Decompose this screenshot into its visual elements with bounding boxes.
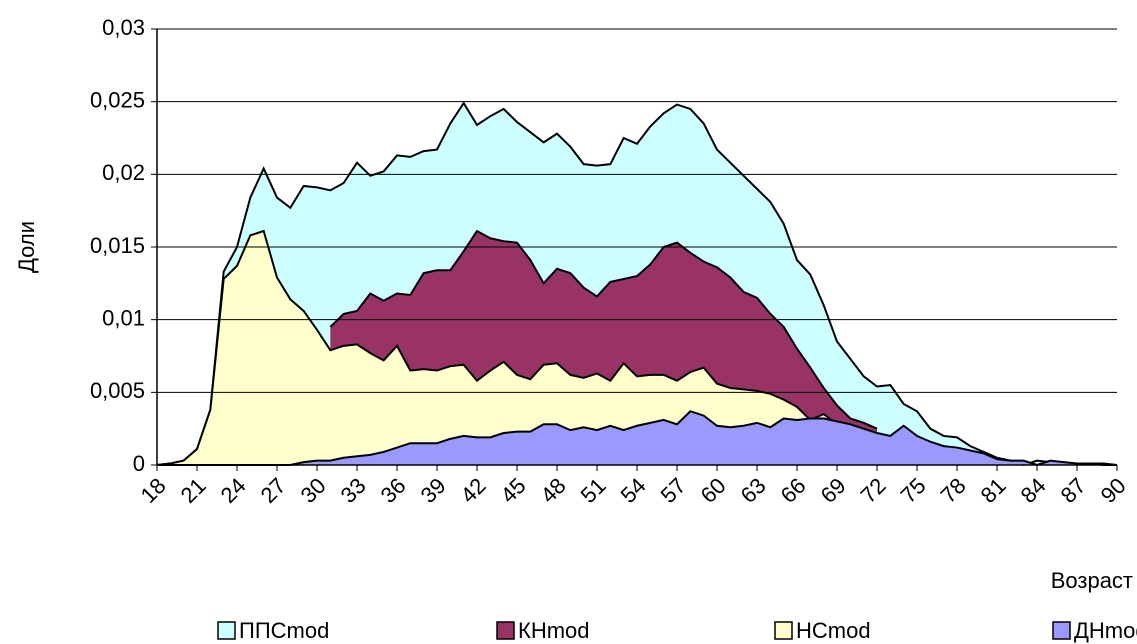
y-tick-label: 0,01 bbox=[102, 305, 145, 330]
legend-label: ДНmod bbox=[1074, 618, 1137, 643]
y-tick-label: 0,015 bbox=[90, 233, 145, 258]
x-tick-label: 54 bbox=[616, 473, 651, 508]
area-outline bbox=[157, 410, 1118, 467]
x-tick-label: 30 bbox=[296, 473, 331, 508]
x-tick-label: 57 bbox=[656, 473, 691, 508]
x-tick-label: 18 bbox=[136, 473, 171, 508]
x-tick-label: 21 bbox=[176, 473, 211, 508]
y-tick-label: 0,025 bbox=[90, 87, 145, 112]
legend-swatch bbox=[774, 621, 793, 640]
x-tick-label: 39 bbox=[416, 473, 451, 508]
area-outline bbox=[156, 101, 1117, 467]
x-tick-label: 66 bbox=[776, 473, 811, 508]
x-axis-title: Возраст bbox=[1051, 568, 1133, 593]
legend-swatch bbox=[217, 621, 236, 640]
y-tick-label: 0,03 bbox=[102, 15, 145, 40]
y-tick-label: 0 bbox=[133, 451, 145, 476]
x-tick-label: 72 bbox=[856, 473, 891, 508]
y-tick-label: 0,005 bbox=[90, 378, 145, 403]
x-tick-label: 60 bbox=[696, 473, 731, 508]
x-tick-label: 69 bbox=[816, 473, 851, 508]
x-tick-label: 36 bbox=[376, 473, 411, 508]
x-tick-label: 24 bbox=[216, 473, 251, 508]
x-tick-label: 27 bbox=[256, 473, 291, 508]
y-axis-title: Доли bbox=[14, 221, 39, 273]
x-tick-label: 63 bbox=[736, 473, 771, 508]
area-outline bbox=[329, 229, 878, 430]
x-tick-label: 51 bbox=[576, 473, 611, 508]
x-tick-label: 33 bbox=[336, 473, 371, 508]
x-tick-label: 90 bbox=[1096, 473, 1131, 508]
legend-label: НСmod bbox=[796, 618, 871, 643]
x-tick-label: 84 bbox=[1016, 473, 1051, 508]
area-outline bbox=[156, 229, 838, 466]
x-tick-label: 45 bbox=[496, 473, 531, 508]
x-tick-label: 42 bbox=[456, 473, 491, 508]
legend-swatch bbox=[1052, 621, 1071, 640]
legend-swatch bbox=[496, 621, 515, 640]
x-tick-label: 48 bbox=[536, 473, 571, 508]
legend-label: ППСmod bbox=[239, 618, 329, 643]
area bbox=[157, 231, 837, 465]
legend-label: КНmod bbox=[518, 618, 590, 643]
area bbox=[157, 411, 1117, 465]
x-tick-label: 75 bbox=[896, 473, 931, 508]
x-tick-label: 81 bbox=[976, 473, 1011, 508]
x-tick-label: 78 bbox=[936, 473, 971, 508]
y-tick-label: 0,02 bbox=[102, 160, 145, 185]
x-tick-label: 87 bbox=[1056, 473, 1091, 508]
